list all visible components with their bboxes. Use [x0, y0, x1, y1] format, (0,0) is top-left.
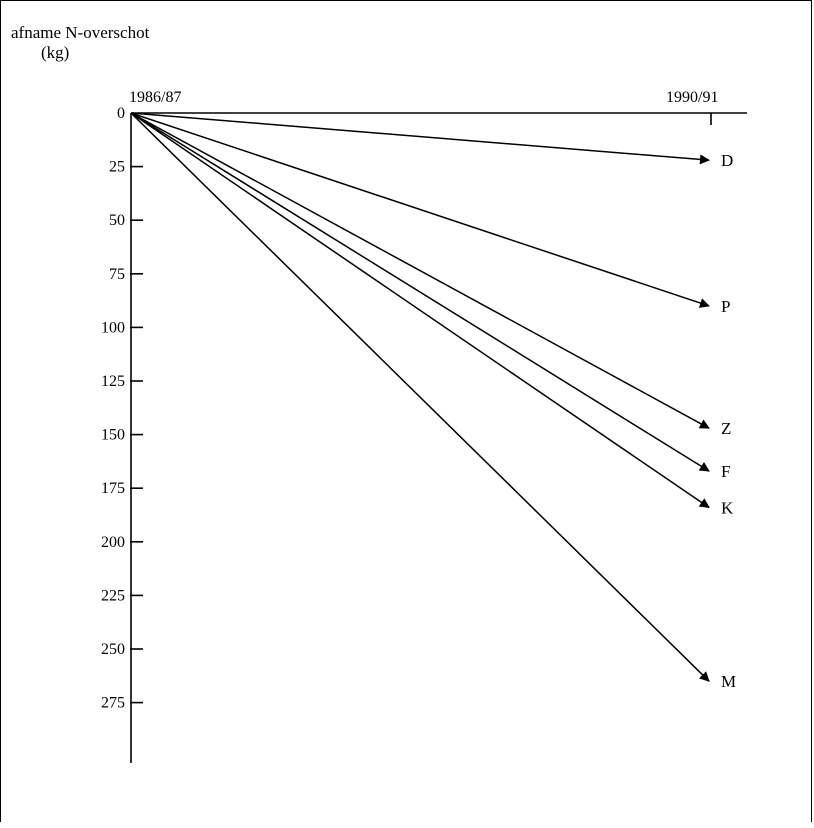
y-tick-label: 150	[101, 427, 125, 444]
series-arrow-d	[130, 112, 710, 165]
y-tick-label: 0	[117, 105, 125, 122]
series-arrow-k	[130, 112, 710, 509]
y-tick-label: 225	[101, 587, 125, 604]
y-tick-label: 50	[109, 212, 125, 229]
y-tick-label: 175	[101, 480, 125, 497]
y-tick-label: 200	[101, 534, 125, 551]
series-label-p: P	[721, 297, 730, 316]
series-label-m: M	[721, 672, 736, 691]
series-labels: D P Z FK M	[721, 151, 736, 691]
series-label-k: K	[721, 498, 734, 517]
series-arrow-z	[130, 112, 710, 429]
series-label-z: Z	[721, 419, 731, 438]
series-label-d: D	[721, 151, 733, 170]
series-lines	[130, 112, 710, 682]
y-tick-label: 275	[101, 695, 125, 712]
y-axis-title: afname N-overschot	[11, 23, 150, 42]
series-arrow-p	[130, 112, 710, 308]
y-tick-label: 75	[109, 266, 125, 283]
series-arrow-m	[130, 112, 710, 682]
series-arrow-f	[130, 112, 710, 472]
y-tick-label: 250	[101, 641, 125, 658]
y-ticks: 0 25 50 75 100 125 150 175 200 225 250 275	[101, 105, 143, 712]
y-tick-label: 25	[109, 159, 125, 176]
x-label-start: 1986/87	[129, 89, 181, 106]
series-label-f: F	[721, 462, 730, 481]
y-tick-label: 100	[101, 319, 125, 336]
y-tick-label: 125	[101, 373, 125, 390]
x-label-end: 1990/91	[666, 89, 718, 106]
y-axis-unit: (kg)	[41, 43, 69, 62]
